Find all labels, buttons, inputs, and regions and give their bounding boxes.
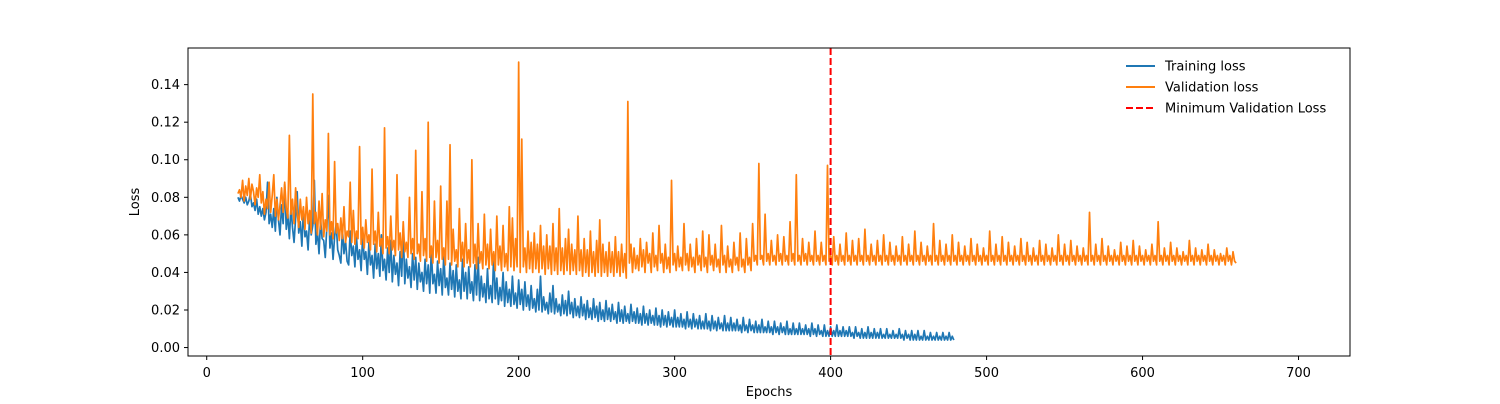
y-tick-label: 0.02 xyxy=(151,303,180,318)
x-tick-label: 400 xyxy=(818,366,843,381)
y-tick-label: 0.06 xyxy=(151,228,180,243)
validation-loss-line xyxy=(237,61,1237,279)
legend-label: Validation loss xyxy=(1165,81,1259,96)
x-tick-label: 600 xyxy=(1130,366,1155,381)
y-tick-label: 0.14 xyxy=(151,78,180,93)
legend: Training loss Validation loss Minimum Vali… xyxy=(1126,60,1326,117)
y-tick-label: 0.12 xyxy=(151,116,180,131)
training-loss-line xyxy=(237,179,955,341)
x-tick-label: 500 xyxy=(974,366,999,381)
x-tick-label: 0 xyxy=(203,366,211,381)
legend-label: Training loss xyxy=(1164,60,1246,75)
series-layer xyxy=(237,61,1237,341)
x-tick-label: 100 xyxy=(350,366,375,381)
plot-area xyxy=(188,48,1350,356)
x-axis-ticks: 0 100 200 300 400 500 600 700 xyxy=(203,356,1311,381)
y-tick-label: 0.04 xyxy=(151,266,180,281)
y-tick-label: 0.10 xyxy=(151,153,180,168)
legend-label: Minimum Validation Loss xyxy=(1165,102,1326,117)
plot-frame xyxy=(187,47,1351,357)
y-axis-label: Loss xyxy=(128,188,143,217)
x-tick-label: 200 xyxy=(506,366,531,381)
x-axis-label: Epochs xyxy=(746,385,793,400)
y-tick-label: 0.00 xyxy=(151,341,180,356)
x-tick-label: 700 xyxy=(1286,366,1311,381)
x-tick-label: 300 xyxy=(662,366,687,381)
y-axis-ticks: 0.00 0.02 0.04 0.06 0.08 0.10 0.12 0.14 xyxy=(151,78,188,356)
y-tick-label: 0.08 xyxy=(151,191,180,206)
